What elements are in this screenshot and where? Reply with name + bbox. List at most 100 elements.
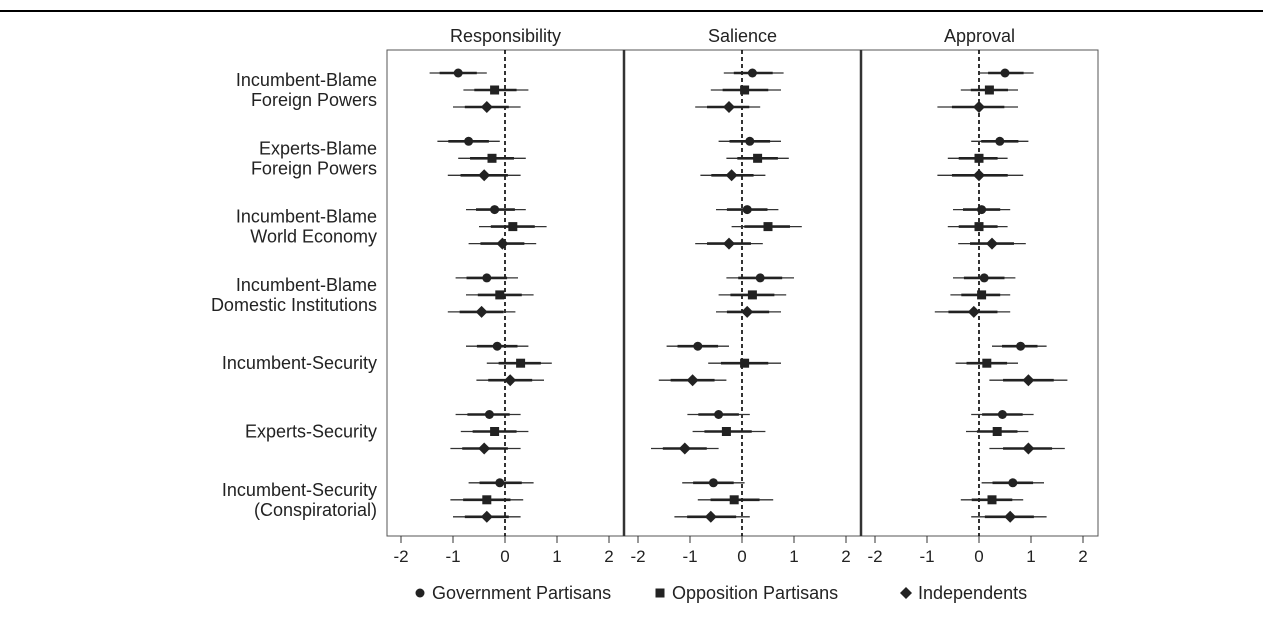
- estimate-point-diamond: [504, 374, 517, 387]
- x-tick-label: 2: [841, 547, 850, 566]
- estimate-point-diamond: [496, 237, 509, 250]
- x-tick-label: -2: [630, 547, 645, 566]
- estimate-point-square: [992, 427, 1002, 436]
- estimate-point-circle: [1000, 68, 1010, 78]
- estimate-point-circle: [453, 68, 463, 78]
- estimate-point-square: [729, 495, 739, 505]
- x-tick-label: 1: [552, 547, 561, 566]
- estimate-point-diamond: [480, 101, 493, 113]
- estimate-point-square: [747, 290, 757, 300]
- x-axis-ticks: -2 -1 0 1 2 -2 -1 0 1 2 -2 -1 0 1 2: [393, 536, 1088, 566]
- treatment-label-line1: Incumbent-Security: [222, 480, 377, 500]
- estimate-point-square: [974, 222, 984, 232]
- estimate-point-diamond: [723, 237, 735, 250]
- x-tick-label: 2: [604, 547, 613, 566]
- estimate-point-circle: [997, 410, 1007, 419]
- panel-headers: Responsibility Salience Approval: [450, 26, 1015, 46]
- estimate-point-diamond: [478, 169, 491, 182]
- estimate-point-circle: [977, 205, 987, 215]
- legend-item: Independents: [900, 583, 1027, 603]
- x-tick-label: 0: [500, 547, 509, 566]
- x-tick-label: 1: [1026, 547, 1035, 566]
- estimate-point-diamond: [478, 442, 491, 455]
- legend: Government Partisans Opposition Partisans…: [415, 583, 1027, 603]
- x-tick-label: 2: [1078, 547, 1087, 566]
- estimate-point-circle: [495, 478, 505, 488]
- estimate-point-circle: [490, 205, 500, 215]
- x-tick-label: -2: [867, 547, 882, 566]
- treatment-label-line2: Domestic Institutions: [211, 295, 377, 315]
- legend-item: Government Partisans: [415, 583, 611, 603]
- estimate-point-circle: [482, 273, 492, 283]
- estimate-point-diamond: [1022, 374, 1035, 387]
- estimate-point-square: [982, 358, 992, 368]
- estimate-point-diamond: [1004, 510, 1017, 523]
- treatment-label: Incumbent-Security: [222, 353, 377, 373]
- estimate-point-square: [490, 85, 500, 95]
- panel-title-responsibility: Responsibility: [450, 26, 561, 46]
- estimate-point-square: [763, 222, 773, 232]
- panel-frames: [386, 49, 1099, 537]
- treatment-label-line1: Incumbent-Blame: [236, 275, 377, 295]
- estimate-point-diamond: [475, 305, 488, 318]
- treatment-label-line1: Incumbent-Blame: [236, 207, 377, 227]
- estimate-point-circle: [979, 273, 989, 283]
- estimate-point-diamond: [1022, 442, 1035, 455]
- legend-marker-circle: [415, 588, 425, 598]
- estimate-point-diamond: [973, 169, 985, 182]
- estimate-point-circle: [1016, 341, 1026, 351]
- estimate-point-square: [495, 290, 505, 300]
- treatment-label-line1: Incumbent-Blame: [236, 70, 377, 90]
- estimate-point-square: [984, 85, 994, 95]
- treatment-label-line2: (Conspiratorial): [254, 500, 377, 520]
- treatment-label-line2: Foreign Powers: [251, 158, 377, 178]
- x-tick-label: -1: [919, 547, 934, 566]
- x-tick-label: -2: [393, 547, 408, 566]
- legend-label: Independents: [918, 583, 1027, 603]
- treatment-label-line2: World Economy: [250, 227, 377, 247]
- treatment-label: Experts-Security: [245, 422, 377, 442]
- top-rule: [0, 10, 1263, 12]
- estimate-point-circle: [1008, 478, 1018, 488]
- estimate-point-square: [482, 495, 492, 505]
- x-tick-label: 1: [789, 547, 798, 566]
- treatment-label-line2: Foreign Powers: [251, 90, 377, 110]
- estimate-point-square: [740, 85, 750, 95]
- estimate-point-circle: [693, 341, 703, 351]
- estimate-point-circle: [714, 410, 724, 419]
- x-tick-label: 0: [974, 547, 983, 566]
- estimate-point-square: [516, 358, 526, 368]
- estimate-point-circle: [747, 68, 757, 78]
- estimate-point-square: [721, 427, 731, 436]
- legend-label: Government Partisans: [432, 583, 611, 603]
- legend-item: Opposition Partisans: [655, 583, 838, 603]
- legend-label: Opposition Partisans: [672, 583, 838, 603]
- x-tick-label: -1: [682, 547, 697, 566]
- estimate-point-square: [508, 222, 518, 232]
- estimate-point-square: [490, 427, 500, 436]
- x-tick-label: 0: [737, 547, 746, 566]
- estimate-point-diamond: [723, 101, 735, 113]
- legend-marker-square: [655, 588, 665, 598]
- panel-title-salience: Salience: [708, 26, 777, 46]
- panel-title-approval: Approval: [944, 26, 1015, 46]
- estimate-point-square: [974, 153, 984, 163]
- estimate-point-circle: [708, 478, 718, 488]
- estimate-point-diamond: [741, 305, 754, 318]
- estimate-point-circle: [745, 136, 755, 146]
- estimate-point-circle: [464, 136, 474, 146]
- estimate-point-circle: [995, 136, 1005, 146]
- estimate-point-square: [487, 153, 497, 163]
- estimate-point-circle: [492, 341, 502, 351]
- estimate-point-circle: [484, 410, 494, 419]
- estimate-marks: [429, 68, 1068, 523]
- estimate-point-diamond: [986, 237, 998, 250]
- estimate-point-square: [740, 358, 750, 368]
- estimate-point-diamond: [967, 305, 980, 318]
- estimate-point-square: [987, 495, 997, 505]
- estimate-point-diamond: [480, 510, 493, 523]
- estimate-point-square: [977, 290, 987, 300]
- estimate-point-circle: [755, 273, 765, 283]
